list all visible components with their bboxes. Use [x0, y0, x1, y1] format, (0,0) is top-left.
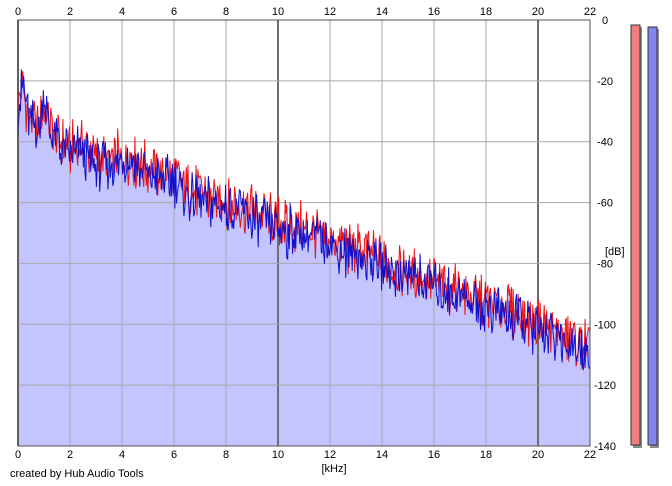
x-tick-label-bottom: 20 — [532, 449, 544, 461]
x-tick-label-top: 8 — [223, 6, 229, 18]
series-right-line — [17, 69, 591, 371]
y-tick-label: -140 — [594, 441, 616, 453]
x-tick-label-top: 14 — [376, 6, 388, 18]
x-tick-label-bottom: 8 — [223, 449, 229, 461]
plot-frame — [17, 19, 591, 447]
credit-text: created by Hub Audio Tools — [10, 468, 144, 480]
x-tick-label-bottom: 22 — [584, 449, 596, 461]
y-axis-label: [dB] — [605, 246, 625, 258]
level-meters — [630, 24, 659, 448]
x-tick-label-top: 2 — [67, 6, 73, 18]
x-tick-label-top: 10 — [272, 6, 284, 18]
spectrum-fill — [18, 69, 590, 447]
y-tick-label: -60 — [597, 198, 613, 210]
y-tick-label: -80 — [597, 258, 613, 270]
spectrum-lines — [17, 69, 591, 371]
x-tick-label-top: 4 — [119, 6, 125, 18]
y-tick-label: 0 — [602, 15, 608, 27]
x-tick-label-top: 12 — [324, 6, 336, 18]
x-tick-label-top: 20 — [532, 6, 544, 18]
x-tick-label-top: 6 — [171, 6, 177, 18]
x-tick-label-bottom: 18 — [480, 449, 492, 461]
right-level-meter — [647, 26, 658, 446]
x-tick-label-bottom: 4 — [119, 449, 125, 461]
x-tick-label-bottom: 10 — [272, 449, 284, 461]
x-tick-label-bottom: 0 — [15, 449, 21, 461]
x-tick-label-bottom: 12 — [324, 449, 336, 461]
x-tick-label-top: 0 — [15, 6, 21, 18]
x-tick-label-bottom: 16 — [428, 449, 440, 461]
axes: 002244668810101212141416161818202022220-… — [15, 6, 616, 461]
series-left-line — [17, 71, 591, 370]
x-tick-label-top: 16 — [428, 6, 440, 18]
x-tick-label-top: 18 — [480, 6, 492, 18]
y-tick-label: -120 — [594, 380, 616, 392]
x-axis-label: [kHz] — [321, 463, 346, 475]
spectrum-area — [18, 69, 590, 447]
grid — [17, 19, 591, 447]
left-level-meter — [630, 24, 641, 446]
y-tick-label: -20 — [597, 76, 613, 88]
x-tick-label-top: 22 — [584, 6, 596, 18]
x-tick-label-bottom: 14 — [376, 449, 388, 461]
y-tick-label: -40 — [597, 137, 613, 149]
x-tick-label-bottom: 2 — [67, 449, 73, 461]
x-tick-label-bottom: 6 — [171, 449, 177, 461]
y-tick-label: -100 — [594, 319, 616, 331]
